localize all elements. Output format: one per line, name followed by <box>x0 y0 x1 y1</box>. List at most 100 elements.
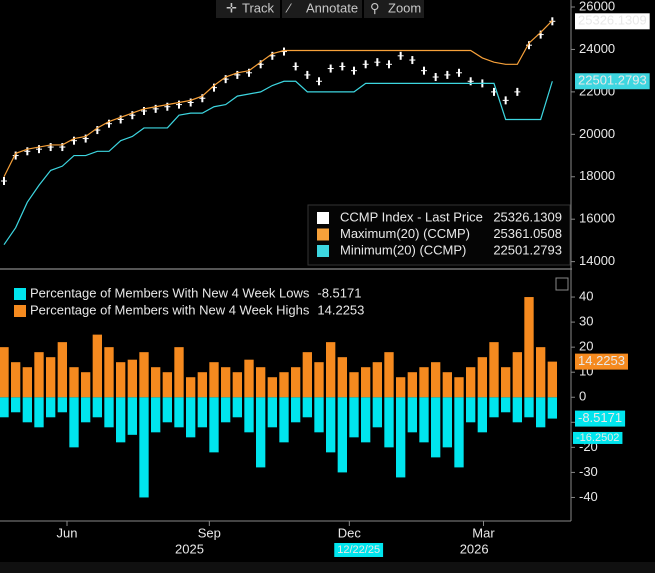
bar <box>501 367 511 398</box>
annotation-tag: -16.2502 <box>573 431 623 444</box>
bar <box>267 397 277 428</box>
bar <box>337 397 347 473</box>
bar <box>396 377 406 398</box>
y-tick-label: 24000 <box>579 41 615 56</box>
legend-label: Percentage of Members with New 4 Week Hi… <box>30 302 310 317</box>
legend-value: 22501.2793 <box>493 242 562 257</box>
highs-tag-text: 14.2253 <box>578 353 625 368</box>
x-tick-label: Dec <box>338 525 362 540</box>
highs-tag: 14.2253 <box>575 353 628 370</box>
last-price-tag-box <box>575 13 650 30</box>
y-tick-label: -30 <box>579 464 598 479</box>
bar <box>92 334 102 398</box>
bar <box>256 367 266 398</box>
bar <box>232 397 242 418</box>
bar <box>314 397 324 433</box>
bar <box>11 397 21 413</box>
bar <box>396 397 406 478</box>
legend-swatch <box>317 212 329 224</box>
legend-swatch <box>14 288 26 300</box>
bar <box>11 362 21 398</box>
legend-swatch <box>14 305 26 317</box>
legend-label: Maximum(20) (CCMP) <box>340 226 470 241</box>
bar <box>209 397 219 453</box>
bar <box>174 397 184 428</box>
bar <box>22 397 32 423</box>
legend-box <box>307 204 571 266</box>
bar <box>197 397 207 428</box>
annotate-button[interactable] <box>282 0 362 18</box>
annotate-icon: ∕ <box>285 0 292 15</box>
bar <box>454 397 464 468</box>
bar <box>512 397 522 423</box>
bar <box>407 372 417 398</box>
bar <box>162 397 172 423</box>
bar <box>337 357 347 398</box>
bar <box>524 397 534 418</box>
bar <box>547 397 557 419</box>
bar <box>442 372 452 398</box>
y-tick-label: 20000 <box>579 126 615 141</box>
bar <box>314 362 324 398</box>
series-line <box>3 20 553 178</box>
legend-label: Minimum(20) (CCMP) <box>340 242 466 257</box>
minimum-tag-box <box>575 73 650 90</box>
bar <box>22 367 32 398</box>
bar <box>477 397 487 433</box>
bar <box>431 362 441 398</box>
y-tick-label: 16000 <box>579 211 615 226</box>
y-tick-label: 18000 <box>579 168 615 183</box>
bar <box>116 362 126 398</box>
bar <box>349 397 359 438</box>
bar <box>139 352 149 398</box>
bar <box>419 367 429 398</box>
minimum-tag-text: 22501.2793 <box>578 73 647 88</box>
x-tick-label: Mar <box>472 525 495 540</box>
legend-swatch <box>317 228 329 241</box>
highs-tag-box <box>575 353 628 370</box>
bar <box>384 397 394 448</box>
bar <box>454 377 464 398</box>
bar <box>244 359 254 398</box>
bar <box>291 367 301 398</box>
bar <box>291 397 301 423</box>
legend-swatch <box>317 245 329 257</box>
bar <box>302 352 312 398</box>
bar <box>477 357 487 398</box>
legend: CCMP Index - Last Price 25326.1309 Maximum… <box>307 204 571 266</box>
annotation-box <box>573 431 623 444</box>
y-tick-label: -40 <box>579 489 598 504</box>
legend-value: -8.5171 <box>317 285 361 300</box>
bar <box>302 397 312 418</box>
cursor-date-box <box>334 543 384 557</box>
bar <box>104 347 114 398</box>
lows-tag-text: -8.5171 <box>578 410 622 425</box>
legend-label: Percentage of Members With New 4 Week Lo… <box>30 285 310 300</box>
track-label: Track <box>242 0 275 15</box>
bar <box>116 397 126 443</box>
minimum-tag: 22501.2793 <box>575 73 650 90</box>
track-button[interactable] <box>216 0 280 18</box>
bar <box>81 397 91 423</box>
toolbar: ✛ Track ∕ Annotate ⚲ Zoom <box>216 0 424 18</box>
bar <box>466 367 476 398</box>
bar <box>34 352 44 398</box>
bar <box>186 377 196 398</box>
bar <box>279 372 289 398</box>
bar <box>501 397 511 413</box>
panel-menu-icon[interactable] <box>555 277 569 291</box>
bar <box>372 397 382 428</box>
zoom-button[interactable] <box>364 0 424 18</box>
bar <box>489 397 499 418</box>
bar <box>209 362 219 398</box>
bar <box>127 397 137 435</box>
y-tick-label: 14000 <box>579 253 615 268</box>
bar <box>232 372 242 398</box>
bar <box>372 362 382 398</box>
zoom-label: Zoom <box>388 0 421 15</box>
bar <box>256 397 266 468</box>
bar <box>151 397 161 433</box>
bar <box>547 361 557 398</box>
bar <box>69 397 79 448</box>
